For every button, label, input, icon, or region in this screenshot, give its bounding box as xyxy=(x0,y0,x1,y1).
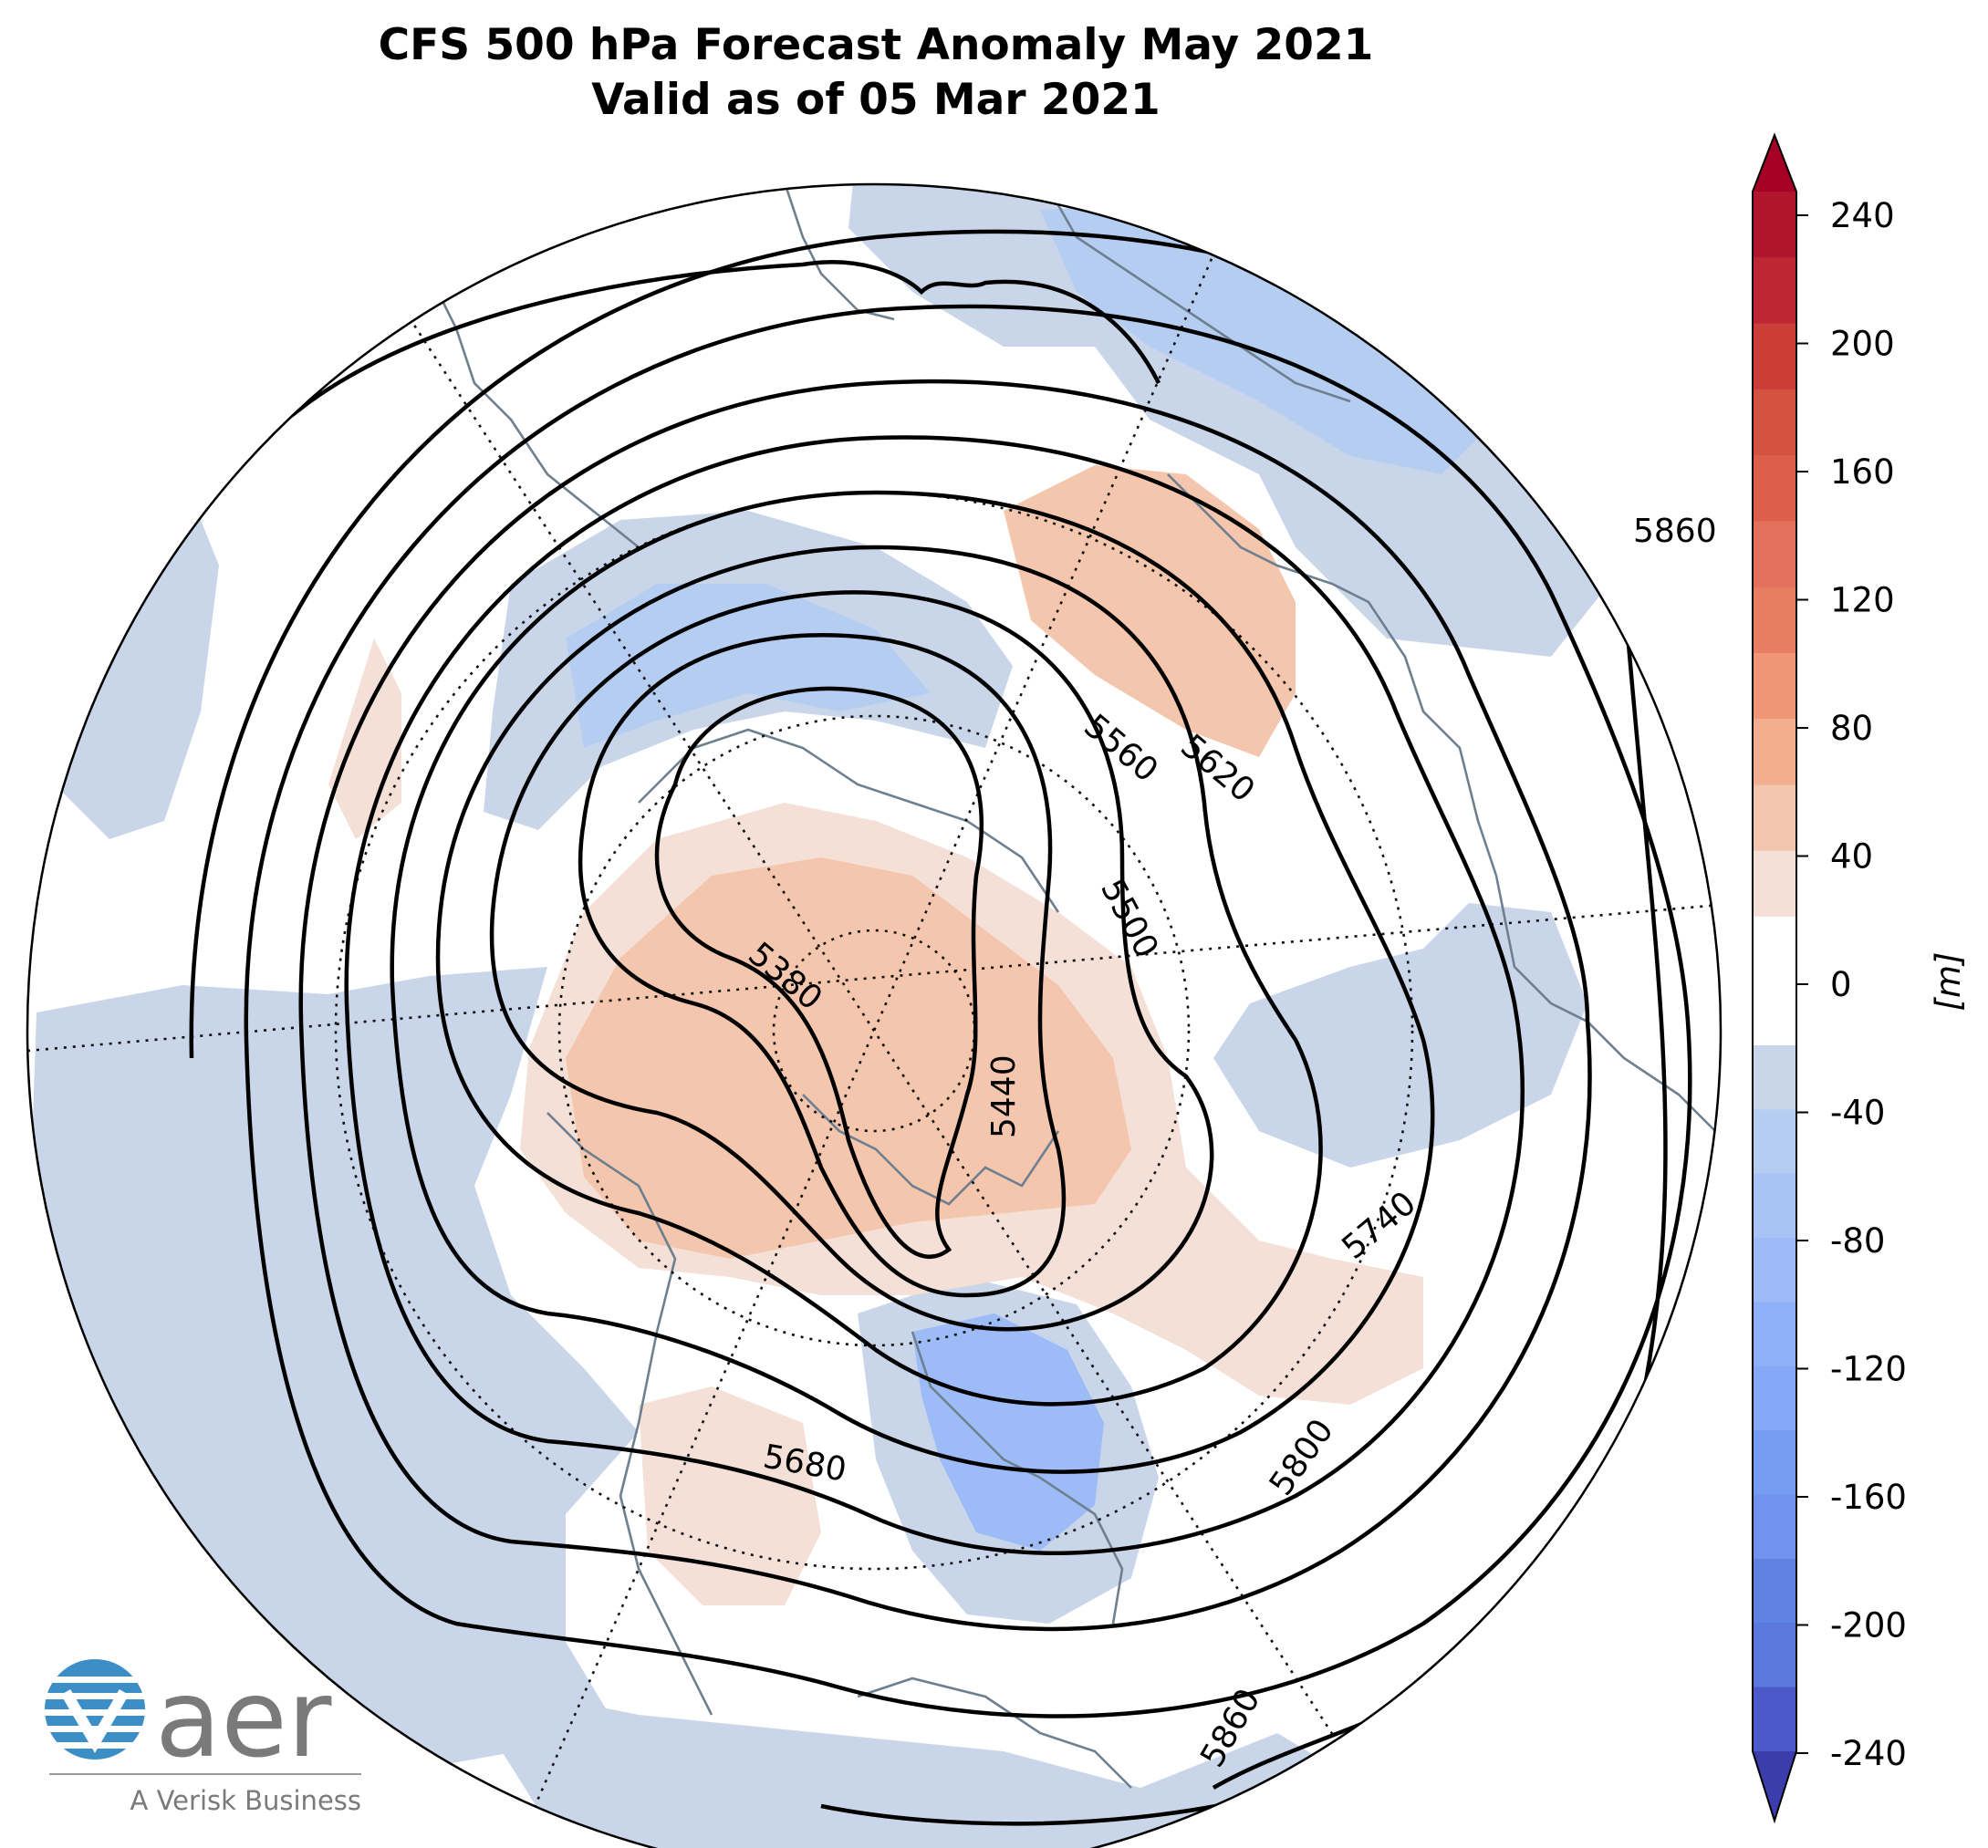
contour-5500 xyxy=(489,590,1214,1332)
colorbar-segment-positive xyxy=(1753,587,1796,654)
colorbar-tick-label: -120 xyxy=(1830,1350,1907,1389)
colorbar-bottom-extension xyxy=(1753,1751,1796,1821)
colorbar-segment-positive xyxy=(1753,192,1796,258)
anomaly-pos-north xyxy=(1004,465,1296,757)
contour-label-5560: 5560 xyxy=(1077,707,1165,789)
contour-5800 xyxy=(244,304,1692,1718)
colorbar-segment-positive xyxy=(1753,323,1796,390)
contour-5860-east xyxy=(1212,592,1668,1790)
map-border xyxy=(26,183,1722,1848)
anomaly-neg-farwest xyxy=(55,420,219,839)
colorbar-segment-negative xyxy=(1753,1365,1796,1431)
colorbar-zero-band xyxy=(1753,917,1796,1045)
anomaly-pos-west xyxy=(328,638,401,839)
colorbar-segment-negative xyxy=(1753,1109,1796,1175)
colorbar-segment-negative xyxy=(1753,1238,1796,1303)
colorbar-tick-label: 160 xyxy=(1830,452,1895,492)
contour-5560 xyxy=(435,545,1323,1407)
contour-label-5800: 5800 xyxy=(1263,1413,1341,1503)
contour-5380 xyxy=(654,686,984,1259)
colorbar-ticks: 240 200 160 120 80 40 0 -40 -80 -120 -160 -200 -240 xyxy=(1796,196,1907,1773)
contour-label-5860-east: 5860 xyxy=(1633,513,1717,550)
colorbar-tick-label: 0 xyxy=(1830,965,1852,1004)
colorbar-segment-positive xyxy=(1753,652,1796,720)
colorbar-segment-negative xyxy=(1753,1173,1796,1239)
contour-5440 xyxy=(578,633,1067,1298)
aer-logo-icon xyxy=(45,1659,145,1760)
aer-logo: aer A Verisk Business xyxy=(45,1656,361,1816)
colorbar-segment-negative xyxy=(1753,1623,1796,1688)
colorbar-tick-label: -80 xyxy=(1830,1221,1885,1261)
map-title-line2: Valid as of 05 Mar 2021 xyxy=(591,75,1161,125)
map-disk: 5380 5440 5500 5560 5620 5680 5740 5800 … xyxy=(27,184,1721,1848)
colorbar-segment-negative xyxy=(1753,1302,1796,1367)
colorbar-segment-positive xyxy=(1753,784,1796,852)
colorbar-outline xyxy=(1752,132,1797,1824)
colorbar-segment-negative xyxy=(1753,1045,1796,1110)
meridian-a xyxy=(388,286,1360,1775)
aer-logo-name: aer xyxy=(155,1656,332,1781)
latitude-circle-60 xyxy=(557,714,1191,1347)
colorbar-tick-label: -240 xyxy=(1830,1734,1907,1773)
colorbar-segment-negative xyxy=(1753,1430,1796,1496)
coastline-east xyxy=(1167,473,1498,877)
coastline-arctic xyxy=(638,728,1060,913)
colorbar-tick-label: 200 xyxy=(1830,325,1895,364)
colorbar-negative xyxy=(1753,1045,1796,1752)
colorbar-positive xyxy=(1753,192,1796,918)
colorbar-segment-negative xyxy=(1753,1558,1796,1624)
colorbar-tick-label: 40 xyxy=(1830,837,1873,877)
anomaly-pos-south xyxy=(639,1386,821,1605)
anomaly-neg-south xyxy=(456,1678,1369,1848)
colorbar-segment-negative xyxy=(1753,1687,1796,1752)
contour-5740 xyxy=(298,379,1592,1632)
anomaly-neg-southeast-core xyxy=(912,1313,1104,1551)
colorbar-tick-label: -160 xyxy=(1830,1478,1907,1517)
contour-5680 xyxy=(344,435,1525,1555)
colorbar: 24020016012080400-40-80-120-160-200-240 … xyxy=(1752,132,1968,1824)
colorbar-segment-positive xyxy=(1753,521,1796,588)
edge-label-clip: 5860 xyxy=(1633,513,1717,550)
colorbar-tick-label: -40 xyxy=(1830,1094,1885,1133)
colorbar-segment-positive xyxy=(1753,850,1796,918)
coastline-southwest xyxy=(546,1112,713,1716)
meridian-0-180 xyxy=(27,903,1721,1053)
aer-logo-tagline: A Verisk Business xyxy=(130,1785,361,1816)
colorbar-tick-label: 80 xyxy=(1830,709,1873,748)
colorbar-tick-label: -200 xyxy=(1830,1606,1907,1646)
colorbar-segment-positive xyxy=(1753,719,1796,786)
contour-label-5740: 5740 xyxy=(1335,1185,1423,1267)
colorbar-tick-label: 120 xyxy=(1830,581,1895,620)
anomaly-neg-east xyxy=(1213,903,1587,1168)
contour-5620 xyxy=(390,490,1435,1474)
contour-label-5440: 5440 xyxy=(985,1054,1023,1138)
colorbar-top-extension xyxy=(1753,135,1796,192)
colorbar-segment-negative xyxy=(1753,1494,1796,1560)
anomaly-pos-central-core xyxy=(566,857,1131,1259)
colorbar-segment-positive xyxy=(1753,455,1796,522)
meridian-b xyxy=(516,216,1232,1845)
coastline-northeast xyxy=(1038,184,1351,403)
colorbar-segment-positive xyxy=(1753,257,1796,325)
colorbar-segment-positive xyxy=(1753,389,1796,456)
positive-anomaly-regions xyxy=(328,465,1423,1605)
colorbar-tick-label: 240 xyxy=(1830,196,1895,235)
colorbar-unit-label: [m] xyxy=(1929,952,1968,1012)
anomaly-neg-west-core xyxy=(566,584,931,748)
map-title-line1: CFS 500 hPa Forecast Anomaly May 2021 xyxy=(378,20,1374,70)
